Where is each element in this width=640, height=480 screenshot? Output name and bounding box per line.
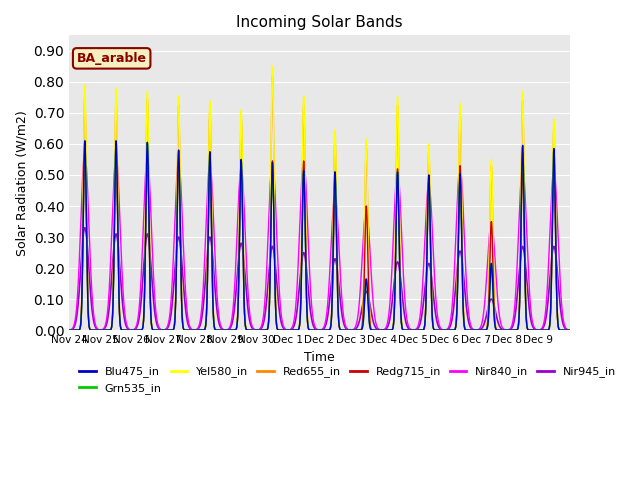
Yel580_in	[436, 327, 444, 333]
Blu475_in	[566, 327, 573, 333]
Grn535_in	[463, 327, 471, 333]
Blu475_in	[81, 138, 89, 144]
Line: Redg715_in: Redg715_in	[69, 153, 570, 330]
Blu475_in	[246, 327, 254, 333]
Nir840_in	[436, 324, 444, 330]
Redg715_in	[383, 327, 391, 333]
Grn535_in	[362, 285, 369, 291]
Line: Nir945_in: Nir945_in	[69, 228, 570, 330]
Nir945_in	[436, 326, 444, 332]
X-axis label: Time: Time	[304, 350, 335, 363]
Nir840_in	[246, 315, 254, 321]
Line: Nir840_in: Nir840_in	[69, 153, 570, 330]
Grn535_in	[566, 327, 573, 333]
Yel580_in	[90, 327, 98, 333]
Red655_in	[90, 327, 98, 333]
Nir840_in	[566, 327, 573, 333]
Blu475_in	[463, 327, 471, 333]
Nir840_in	[383, 322, 391, 327]
Line: Grn535_in: Grn535_in	[69, 141, 570, 330]
Nir945_in	[81, 225, 89, 230]
Nir945_in	[463, 308, 470, 314]
Nir945_in	[362, 289, 369, 295]
Redg715_in	[436, 327, 444, 333]
Line: Yel580_in: Yel580_in	[69, 66, 570, 330]
Blu475_in	[65, 327, 73, 333]
Redg715_in	[566, 327, 573, 333]
Grn535_in	[81, 138, 89, 144]
Y-axis label: Solar Radiation (W/m2): Solar Radiation (W/m2)	[15, 110, 28, 256]
Yel580_in	[246, 327, 254, 333]
Yel580_in	[566, 327, 573, 333]
Grn535_in	[246, 327, 254, 333]
Blu475_in	[362, 285, 369, 291]
Grn535_in	[383, 327, 391, 333]
Blu475_in	[378, 327, 386, 333]
Red655_in	[65, 327, 73, 333]
Yel580_in	[383, 327, 391, 333]
Text: BA_arable: BA_arable	[77, 52, 147, 65]
Legend: Blu475_in, Grn535_in, Yel580_in, Red655_in, Redg715_in, Nir840_in, Nir945_in: Blu475_in, Grn535_in, Yel580_in, Red655_…	[75, 362, 621, 398]
Red655_in	[436, 327, 444, 333]
Nir945_in	[246, 321, 254, 326]
Line: Red655_in: Red655_in	[69, 76, 570, 330]
Red655_in	[362, 176, 369, 181]
Nir840_in	[90, 317, 98, 323]
Redg715_in	[246, 327, 254, 333]
Yel580_in	[65, 327, 73, 333]
Yel580_in	[269, 63, 276, 69]
Redg715_in	[463, 327, 470, 333]
Red655_in	[383, 327, 391, 333]
Red655_in	[463, 327, 470, 333]
Nir840_in	[463, 288, 470, 294]
Redg715_in	[81, 150, 89, 156]
Redg715_in	[362, 225, 369, 230]
Nir840_in	[362, 210, 369, 216]
Red655_in	[246, 327, 254, 333]
Title: Incoming Solar Bands: Incoming Solar Bands	[236, 15, 403, 30]
Redg715_in	[90, 327, 98, 333]
Grn535_in	[90, 327, 98, 333]
Nir945_in	[90, 321, 98, 327]
Grn535_in	[436, 327, 444, 333]
Blu475_in	[383, 327, 391, 333]
Nir945_in	[383, 325, 391, 331]
Nir945_in	[566, 327, 573, 333]
Line: Blu475_in: Blu475_in	[69, 141, 570, 330]
Red655_in	[269, 73, 276, 79]
Redg715_in	[65, 327, 73, 333]
Blu475_in	[90, 327, 98, 333]
Nir945_in	[65, 327, 73, 333]
Nir840_in	[65, 327, 73, 333]
Yel580_in	[463, 327, 470, 333]
Blu475_in	[436, 327, 444, 333]
Grn535_in	[65, 327, 73, 333]
Nir840_in	[81, 150, 89, 156]
Red655_in	[566, 327, 573, 333]
Yel580_in	[362, 169, 369, 175]
Grn535_in	[378, 327, 386, 333]
